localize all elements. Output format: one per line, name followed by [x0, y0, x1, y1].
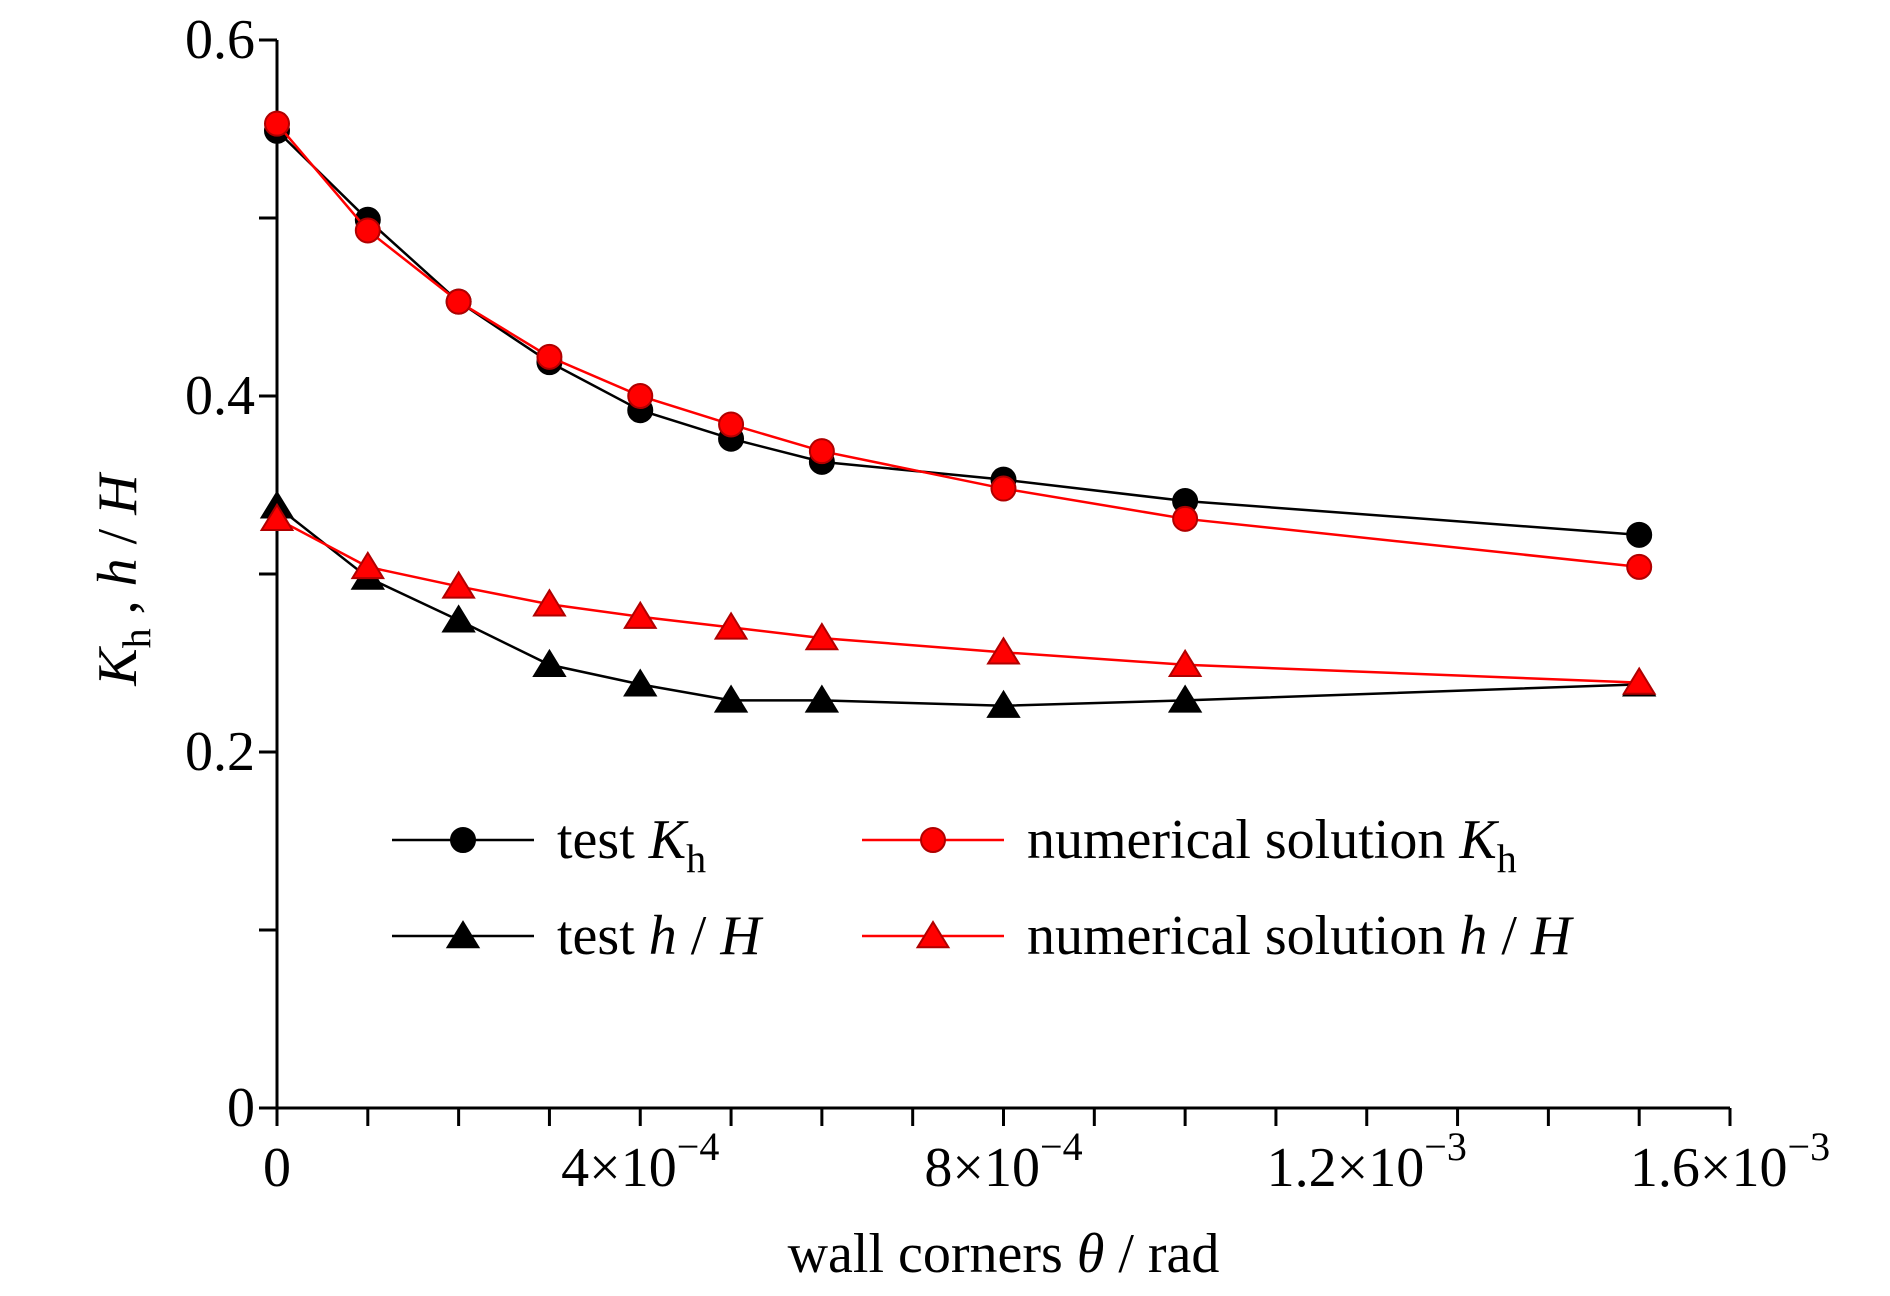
data-point-test_hH — [804, 684, 840, 713]
axes: 0 0.2 0.4 0.6 0 4×10−4 8×10−4 1.2×10−3 1.6×10−3 — [185, 9, 1830, 1199]
data-point-num_kh — [1626, 553, 1653, 580]
legend-label: test h / H — [557, 905, 763, 967]
data-point-num_kh — [354, 217, 381, 244]
data-point-test_hH — [713, 684, 749, 713]
y-tick-label: 0.6 — [185, 9, 255, 71]
legend-entry-test_hH: test h / H — [392, 905, 763, 967]
data-point-num_hH — [441, 570, 476, 599]
data-point-num_hH — [713, 611, 749, 640]
data-point-num_hH — [986, 636, 1021, 665]
data-point-test_hH — [532, 648, 567, 677]
x-tick-label: 0 — [263, 1137, 291, 1199]
data-point-num_hH — [350, 550, 385, 580]
series-line-test_kh — [276, 129, 1640, 537]
data-point-num_kh — [445, 288, 472, 315]
y-tick-label: 0.4 — [185, 365, 255, 427]
legend-entry-num_kh: numerical solution Kh — [862, 809, 1517, 881]
legend-entry-test_kh: test Kh — [392, 809, 706, 881]
data-point-num_kh — [627, 383, 654, 409]
data-point-test_hH — [1167, 684, 1203, 713]
legend-marker — [445, 920, 481, 949]
y-axis-title: Kh , h / H — [87, 472, 159, 687]
data-point-num_hH — [623, 600, 658, 629]
series-test_hH — [259, 490, 1657, 718]
data-point-num_hH — [1622, 666, 1657, 695]
x-tick-label: 8×10−4 — [924, 1124, 1082, 1199]
legend-label: numerical solution Kh — [1027, 809, 1517, 881]
x-tick-label: 1.2×10−3 — [1267, 1124, 1467, 1199]
data-point-num_kh — [264, 110, 290, 137]
series-line-num_kh — [276, 122, 1640, 569]
data-point-num_hH — [804, 622, 840, 651]
x-axis-title: wall corners θ / rad — [788, 1223, 1220, 1285]
data-point-num_hH — [1167, 648, 1203, 677]
data-point-num_kh — [808, 438, 835, 465]
data-point-num_kh — [1172, 505, 1199, 532]
legend-label: test Kh — [557, 809, 706, 881]
axis-titles: wall corners θ / rad Kh , h / H — [87, 472, 1219, 1285]
legend-marker — [920, 827, 946, 853]
legend-marker — [450, 827, 476, 853]
legend-entry-num_hH: numerical solution h / H — [862, 905, 1574, 967]
data-point-test_hH — [441, 604, 476, 633]
data-point-test_hH — [986, 689, 1021, 718]
x-tick-label: 1.6×10−3 — [1630, 1124, 1830, 1199]
data-point-num_hH — [259, 502, 295, 532]
legend: test Kh numerical solution Kh test h / H nu… — [392, 809, 1574, 967]
series-num_kh — [264, 110, 1653, 580]
data-point-test_kh — [1626, 521, 1653, 548]
series-line-num_hH — [276, 517, 1640, 684]
legend-marker — [915, 920, 951, 949]
data-point-test_hH — [623, 668, 658, 697]
series-num_hH — [259, 502, 1657, 695]
y-tick-label: 0 — [227, 1077, 255, 1139]
series-line-test_hH — [276, 505, 1640, 707]
x-tick-label: 4×10−4 — [561, 1124, 719, 1199]
legend-label: numerical solution h / H — [1027, 905, 1574, 967]
data-point-num_kh — [990, 475, 1017, 502]
data-point-num_kh — [536, 343, 563, 370]
data-point-num_kh — [718, 411, 745, 438]
data-point-num_hH — [532, 588, 567, 617]
y-tick-label: 0.2 — [185, 721, 255, 783]
series-layer — [259, 110, 1657, 718]
series-test_kh — [264, 117, 1653, 548]
